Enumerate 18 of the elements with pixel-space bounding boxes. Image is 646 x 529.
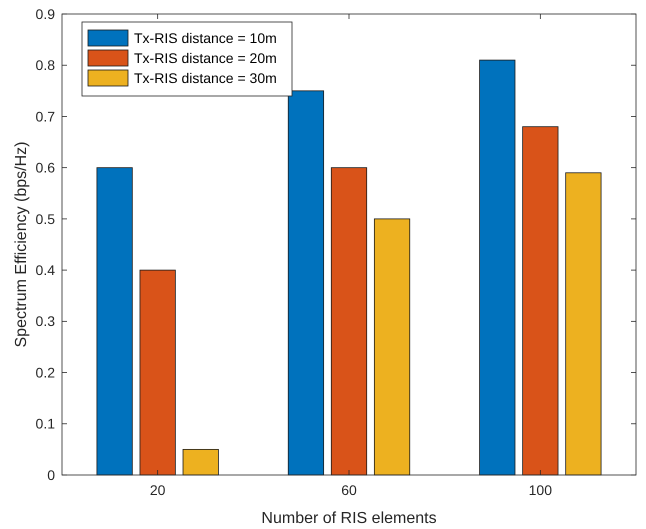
y-axis-title: Spectrum Efficiency (bps/Hz) [13, 142, 30, 348]
y-tick-label: 0.8 [36, 57, 56, 74]
legend-label: Tx-RIS distance = 20m [134, 50, 277, 66]
x-tick-label: 60 [341, 482, 357, 498]
y-tick-label: 0.9 [36, 6, 56, 22]
y-tick-label: 0.5 [36, 210, 56, 227]
x-tick-label: 100 [528, 482, 552, 498]
y-tick-label: 0.6 [36, 160, 56, 176]
x-tick-label: 20 [150, 482, 166, 498]
y-tick-label: 0.1 [36, 416, 56, 432]
y-tick-label: 0 [47, 466, 56, 483]
y-tick-label: 0.7 [36, 108, 56, 124]
legend-label: Tx-RIS distance = 30m [134, 70, 277, 86]
y-tick-label: 0.2 [36, 364, 56, 380]
y-tick-label: 0.4 [36, 262, 56, 278]
x-axis-title: Number of RIS elements [261, 510, 437, 527]
y-tick-label: 0.3 [36, 313, 56, 330]
legend-label: Tx-RIS distance = 10m [134, 30, 277, 46]
